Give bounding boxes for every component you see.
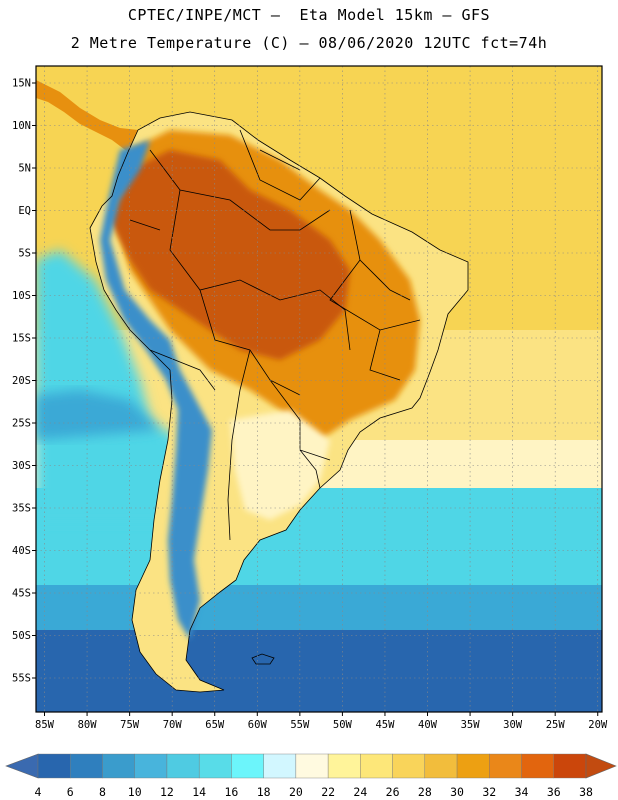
colorbar-swatch [521,753,554,779]
lon-label: 40W [418,719,438,731]
colorbar-label: 20 [289,785,303,799]
colorbar-swatch [166,753,200,779]
colorbar-swatch [198,753,232,779]
andes-cold-ridge [100,140,212,640]
colorbar-label: 8 [99,785,106,799]
colorbar-label: 12 [160,785,174,799]
lon-label: 80W [78,719,98,731]
colorbar-low-arrow [5,753,39,779]
ocean-band-cold [36,585,602,635]
colorbar-label: 4 [35,785,42,799]
colorbar-label: 24 [353,785,367,799]
lon-label: 30W [503,719,523,731]
colorbar-swatch [134,753,168,779]
colorbar-label: 32 [482,785,496,799]
colorbar-labels: 4 6 8 10 12 14 16 18 20 22 24 26 28 30 32 34 36 38 [35,785,593,799]
colorbar-swatch [295,753,329,779]
falkland-islands [251,653,275,665]
lat-label: 30S [12,460,31,472]
colorbar-label: 26 [386,785,400,799]
colorbar-swatch [424,753,458,779]
colorbar-label: 30 [450,785,464,799]
lon-label: 20W [588,719,608,731]
lon-label: 70W [163,719,183,731]
axis-ticks [32,82,599,716]
colorbar-label: 14 [192,785,206,799]
lat-label: 50S [12,630,31,642]
colorbar-label: 36 [547,785,561,799]
colorbar-swatch [456,753,490,779]
colorbar-swatch [231,753,264,779]
colorbar-swatch [70,753,103,779]
ocean-band-polar [36,630,602,712]
map-subtitle: 2 Metre Temperature (C) – 08/06/2020 12U… [70,34,548,52]
lon-label: 60W [248,719,268,731]
latitude-labels: 15N 10N 5N EQ 5S 10S 15S 20S 25S 30S 35S 40S 45S 50S 5… [12,78,31,685]
lon-label: 35W [461,719,481,731]
pacific-cold-tongue [36,390,160,440]
lon-label: 75W [120,719,140,731]
colorbar-label: 22 [321,785,335,799]
colorbar-label: 18 [257,785,271,799]
lat-label: 55S [12,673,31,685]
colorbar-swatch [553,753,587,779]
lat-label: 5N [18,163,31,175]
lat-label: 10S [12,290,31,302]
colorbar-swatch [102,753,135,779]
lon-label: 55W [290,719,310,731]
colorbar-swatch [489,753,522,779]
lat-label: 40S [12,545,31,557]
lon-label: 50W [333,719,353,731]
colorbar-swatch [327,753,361,779]
lat-label: 35S [12,503,31,515]
lon-label: 45W [375,719,395,731]
colorbar-high-arrow [585,753,617,779]
colorbar-swatch [263,753,297,779]
colorbar [5,753,617,779]
lat-label: 45S [12,588,31,600]
lat-label: EQ [18,205,31,217]
lat-label: 25S [12,418,31,430]
colorbar-label: 38 [579,785,593,799]
lat-label: 5S [18,248,31,260]
coastline [89,111,469,693]
longitude-labels: 85W 80W 75W 70W 65W 60W 55W 50W 45W 40W 35W 30W 25W 2… [35,719,608,731]
pampas-mild-zone [230,410,330,520]
map-title: CPTEC/INPE/MCT – Eta Model 15km – GFS [127,6,491,24]
lon-label: 25W [546,719,566,731]
plot-frame [35,65,603,713]
colorbar-label: 28 [418,785,432,799]
colorbar-swatch [392,753,426,779]
lon-label: 85W [35,719,55,731]
lat-label: 15N [12,78,31,90]
interior-hot-zone [110,150,350,360]
lat-label: 15S [12,333,31,345]
colorbar-label: 16 [224,785,238,799]
colorbar-swatch [360,753,393,779]
lat-label: 20S [12,375,31,387]
colorbar-swatch [37,753,71,779]
map-field [36,66,602,712]
lon-label: 65W [205,719,225,731]
colorbar-label: 34 [515,785,529,799]
colorbar-label: 10 [128,785,142,799]
colorbar-label: 6 [67,785,74,799]
lat-label: 10N [12,120,31,132]
